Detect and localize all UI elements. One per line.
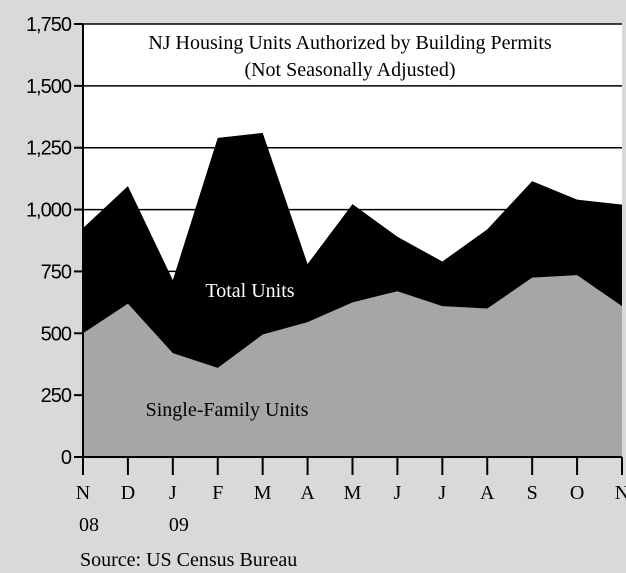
area xyxy=(83,275,622,457)
x-tick-label: D xyxy=(121,482,135,504)
x-tick-label: O xyxy=(570,482,584,504)
y-tick-label: 750 xyxy=(41,261,72,283)
y-tick-label: 500 xyxy=(41,323,72,345)
y-tick-label: 1,250 xyxy=(26,138,72,160)
series-label: Total Units xyxy=(205,280,294,302)
x-tick-label: J xyxy=(394,482,402,504)
chart-title: NJ Housing Units Authorized by Building … xyxy=(148,32,552,54)
y-tick-label: 1,500 xyxy=(26,76,72,98)
x-tick-label: A xyxy=(300,482,315,504)
y-tick-label: 1,000 xyxy=(26,200,72,222)
series-label: Single-Family Units xyxy=(146,399,309,421)
x-tick-label: N xyxy=(615,482,626,504)
x-tick-label: A xyxy=(480,482,495,504)
chart-subtitle: (Not Seasonally Adjusted) xyxy=(244,59,455,81)
x-tick-label: M xyxy=(344,482,362,504)
x-tick-label: F xyxy=(212,482,223,504)
y-tick-label: 0 xyxy=(61,447,72,469)
x-tick-label: J xyxy=(438,482,446,504)
x-tick-year: 09 xyxy=(169,514,189,536)
y-tick-label: 1,750 xyxy=(26,14,72,36)
x-tick-label: N xyxy=(76,482,90,504)
x-tick-label: S xyxy=(527,482,538,504)
source-note: Source: US Census Bureau xyxy=(80,549,297,571)
x-tick-year: 08 xyxy=(79,514,99,536)
x-tick-label: J xyxy=(169,482,177,504)
x-tick-label: M xyxy=(254,482,272,504)
y-tick-label: 250 xyxy=(41,385,72,407)
